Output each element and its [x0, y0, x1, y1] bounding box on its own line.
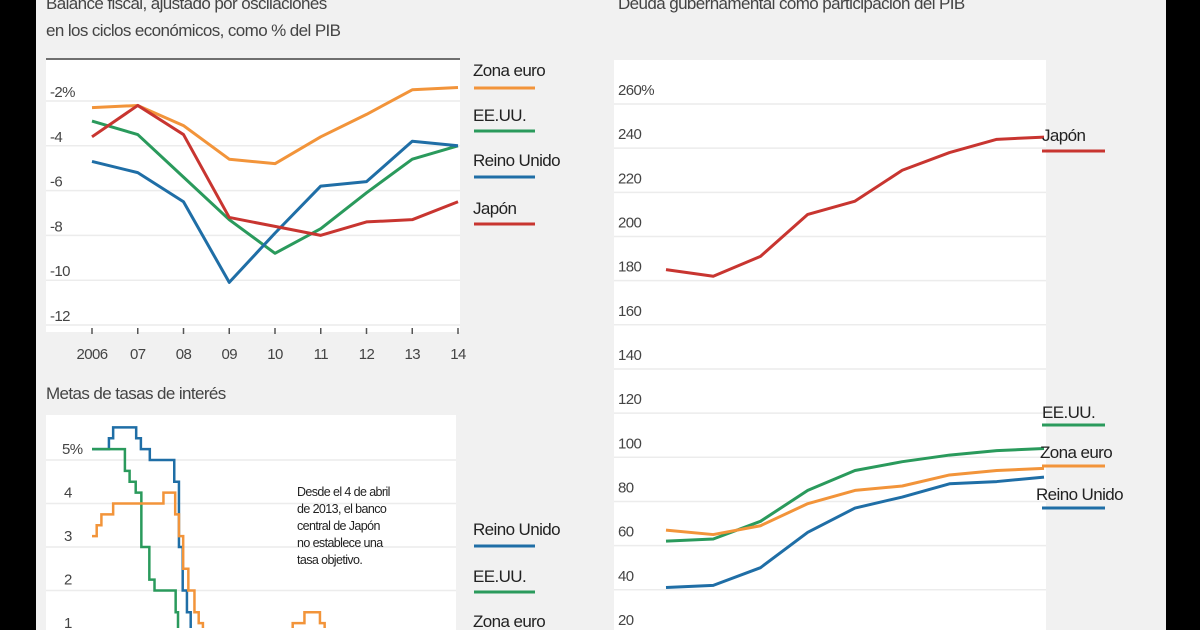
y-tick-label: 2 [64, 572, 72, 589]
annotation-line: Desde el 4 de abril [297, 485, 390, 499]
y-tick-label: -6 [50, 174, 62, 191]
y-tick-label: 80 [618, 479, 634, 496]
x-tick-label: 12 [359, 346, 375, 363]
chart-title-line-2: en los ciclos económicos, como % del PIB [46, 21, 341, 40]
annotation: Desde el 4 de abril de 2013, el banco ce… [297, 485, 390, 567]
series-step-eeuu [92, 447, 180, 628]
y-tick-label: 5% [62, 441, 83, 458]
x-tick-label: 07 [130, 346, 146, 363]
series-step-zona-euro [92, 491, 326, 628]
y-tick-label: -10 [50, 263, 70, 280]
series-line-reino-unido [91, 139, 459, 284]
government-debt-chart: Deuda gubernamental como participación d… [614, 0, 1124, 630]
x-tick-label: 13 [405, 346, 421, 363]
x-tick-label: 14 [450, 346, 466, 363]
y-tick-label: 260% [618, 82, 654, 99]
legend-label-eeuu: EE.UU. [473, 106, 526, 125]
y-tick-label: 220 [618, 170, 641, 187]
y-tick-label: 180 [618, 259, 641, 276]
x-tick-label: 11 [314, 346, 329, 363]
series-step-reino-unido [92, 426, 192, 628]
legend-label-zona-euro: Zona euro [1040, 443, 1112, 462]
y-tick-label: 120 [618, 391, 641, 408]
y-tick-label: 240 [618, 126, 641, 143]
series-line-japon [665, 135, 1045, 278]
y-tick-label: 160 [618, 303, 641, 320]
legend-label-japon: Japón [1042, 126, 1085, 145]
y-tick-label: 4 [64, 485, 72, 502]
legend-label-reino-unido: Reino Unido [1036, 485, 1123, 504]
annotation-line: tasa objetivo. [297, 553, 362, 567]
legend-label-reino-unido: Reino Unido [473, 520, 560, 539]
interest-rate-chart: Metas de tasas de interés 5% 4 3 2 1 Desde e… [46, 384, 561, 630]
series-line-eeuu [91, 119, 459, 255]
legend-label-eeuu: EE.UU. [473, 567, 526, 586]
y-tick-label: 1 [64, 615, 72, 630]
y-tick-label: -12 [50, 308, 70, 325]
series-line-reino-unido [665, 475, 1045, 590]
legend-label-reino-unido: Reino Unido [473, 151, 560, 170]
plot-area [614, 60, 1046, 630]
y-tick-label: 40 [618, 568, 634, 585]
legend-label-zona-euro: Zona euro [473, 61, 545, 80]
legend-label-japon: Japón [473, 199, 516, 218]
annotation-line: central de Japón [297, 519, 380, 533]
y-tick-label: 200 [618, 214, 641, 231]
chart-title: Metas de tasas de interés [46, 384, 226, 403]
chart-title-line-1: Balance fiscal, ajustado por oscilacione… [46, 0, 327, 13]
legend-label-eeuu: EE.UU. [1042, 403, 1095, 422]
y-tick-label: -8 [50, 218, 62, 235]
x-tick-label: 08 [176, 346, 192, 363]
series-line-japon [91, 103, 459, 237]
legend: Japón EE.UU. Zona euro Reino Unido [1036, 126, 1124, 510]
y-tick-label: 20 [618, 612, 634, 629]
series-line-zona-euro [91, 86, 459, 166]
annotation-line: no establece una [297, 536, 383, 550]
y-tick-label: 140 [618, 347, 641, 364]
y-tick-label: 100 [618, 435, 641, 452]
x-tick-label: 09 [222, 346, 238, 363]
annotation-line: de 2013, el banco [297, 502, 387, 516]
y-tick-label: 3 [64, 528, 72, 545]
y-tick-label: -2% [50, 84, 75, 101]
series-line-zona-euro [665, 466, 1045, 537]
plot-area [46, 415, 456, 630]
fiscal-balance-chart: Balance fiscal, ajustado por oscilacione… [46, 0, 561, 363]
y-tick-label: -4 [50, 129, 62, 146]
chart-title: Deuda gubernamental como participación d… [618, 0, 965, 13]
legend-label-zona-euro: Zona euro [473, 612, 545, 630]
y-tick-label: 60 [618, 524, 634, 541]
x-tick-label: 10 [267, 346, 283, 363]
legend: Zona euro EE.UU. Reino Unido Japón [473, 61, 561, 226]
legend: Reino Unido EE.UU. Zona euro [473, 520, 561, 630]
x-tick-label: 2006 [77, 346, 108, 363]
